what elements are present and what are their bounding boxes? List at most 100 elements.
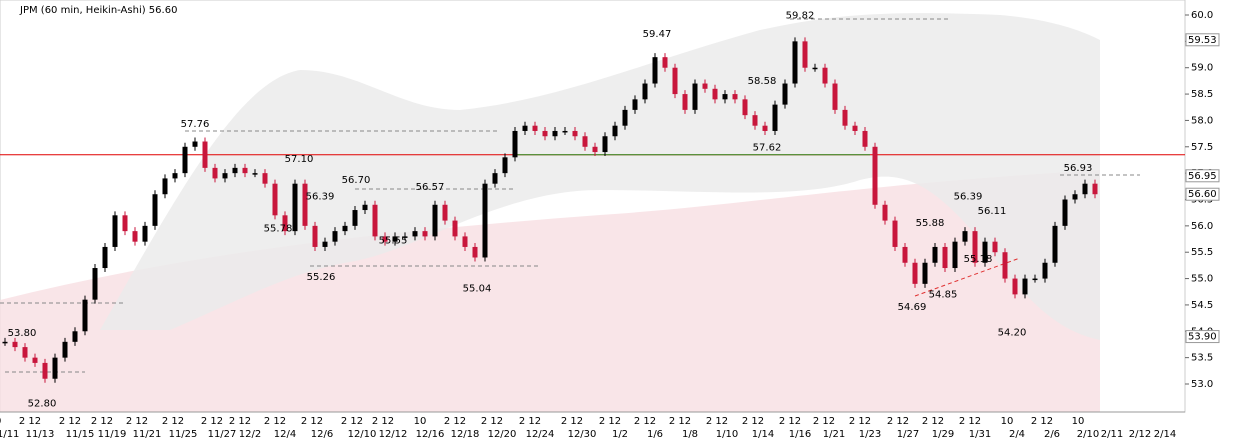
candle [742, 99, 748, 116]
hour-label: 2 12 [634, 416, 656, 427]
candle [82, 299, 88, 332]
candle [692, 83, 698, 110]
price-label: 54.20 [998, 328, 1027, 339]
hour-label: 2 12 [229, 416, 251, 427]
x-tick-label: 12/20 [488, 429, 517, 440]
candle [822, 67, 828, 84]
x-tick-label: 11/21 [133, 429, 162, 440]
candle [302, 183, 308, 226]
candle [772, 104, 778, 131]
x-tick-label: 12/4 [274, 429, 296, 440]
candle [172, 173, 178, 179]
candle [402, 236, 408, 238]
candle [1082, 183, 1088, 195]
candle [22, 347, 28, 358]
candle [952, 241, 958, 269]
candle [212, 167, 218, 179]
candle [1062, 199, 1068, 226]
candle [1092, 183, 1098, 195]
candle [142, 225, 148, 242]
price-label: 56.11 [978, 206, 1007, 217]
candle [542, 130, 548, 137]
candle [912, 262, 918, 284]
x-tick-label: 12/6 [311, 429, 333, 440]
candle [92, 268, 98, 300]
hour-label: 2 12 [372, 416, 394, 427]
candle [472, 246, 478, 258]
price-box-label: 56.95 [1188, 171, 1217, 182]
candle [682, 94, 688, 110]
candle [782, 83, 788, 105]
price-label: 52.80 [28, 399, 57, 410]
candle [882, 204, 888, 221]
candle [392, 236, 398, 242]
candle [322, 241, 328, 247]
candle [842, 109, 848, 126]
candle [492, 173, 498, 184]
x-tick-label: 1/29 [932, 429, 954, 440]
x-tick-label: 1/6 [647, 429, 663, 440]
hour-label: 2 12 [1031, 416, 1053, 427]
x-tick-label: 12/2 [239, 429, 261, 440]
price-label: 56.93 [1064, 163, 1093, 174]
x-tick-label: 2/12 [1129, 429, 1151, 440]
x-tick-label: 1/2 [612, 429, 628, 440]
hour-label: 10 [0, 416, 1, 427]
candle [662, 57, 668, 68]
x-tick-label: 1/14 [752, 429, 774, 440]
candle [932, 246, 938, 263]
hour-label: 2 12 [959, 416, 981, 427]
candle [262, 173, 268, 184]
price-box-label: 53.90 [1188, 332, 1217, 343]
hour-label: 2 12 [742, 416, 764, 427]
hour-label: 2 12 [444, 416, 466, 427]
candle [942, 246, 948, 269]
x-tick-label: 2/10 [1077, 429, 1099, 440]
y-tick-label: 59.0 [1191, 63, 1213, 74]
candle [252, 173, 258, 175]
hour-label: 10 [414, 416, 427, 427]
price-box [1185, 169, 1220, 183]
candle [962, 231, 968, 242]
x-tick-label: 1/10 [716, 429, 738, 440]
x-tick-label: 11/11 [0, 429, 19, 440]
y-tick-label: 53.5 [1191, 353, 1213, 364]
price-label: 56.39 [306, 191, 335, 202]
candle [412, 231, 418, 237]
price-label: 55.55 [379, 236, 408, 247]
price-label: 57.76 [181, 119, 210, 130]
hour-label: 2 12 [887, 416, 909, 427]
candle [872, 146, 878, 205]
price-box-label: 56.60 [1188, 189, 1217, 200]
hour-label: 2 12 [201, 416, 223, 427]
candle [972, 231, 978, 263]
hour-label: 2 12 [301, 416, 323, 427]
candle [442, 204, 448, 221]
y-tick-label: 55.0 [1191, 274, 1213, 285]
x-tick-label: 12/30 [568, 429, 597, 440]
candle [72, 331, 78, 342]
candle [452, 220, 458, 237]
candle [42, 362, 48, 379]
candle [572, 130, 578, 137]
x-tick-label: 11/19 [98, 429, 127, 440]
price-label: 56.57 [416, 182, 445, 193]
y-tick-label: 55.5 [1191, 247, 1213, 258]
price-label: 59.47 [643, 29, 672, 40]
candle [1022, 278, 1028, 295]
candle [232, 167, 238, 174]
candle [282, 215, 288, 232]
hour-label: 2 12 [519, 416, 541, 427]
y-tick-label: 57.5 [1191, 142, 1213, 153]
hour-label: 2 12 [162, 416, 184, 427]
price-label: 55.18 [964, 254, 993, 265]
candle [2, 341, 8, 344]
x-tick-label: 2/14 [1154, 429, 1176, 440]
price-label: 59.82 [786, 10, 815, 21]
x-tick-label: 2/6 [1044, 429, 1060, 440]
y-tick-label: 58.0 [1191, 115, 1213, 126]
hour-label: 2 12 [779, 416, 801, 427]
candle [892, 220, 898, 247]
candle [102, 246, 108, 269]
